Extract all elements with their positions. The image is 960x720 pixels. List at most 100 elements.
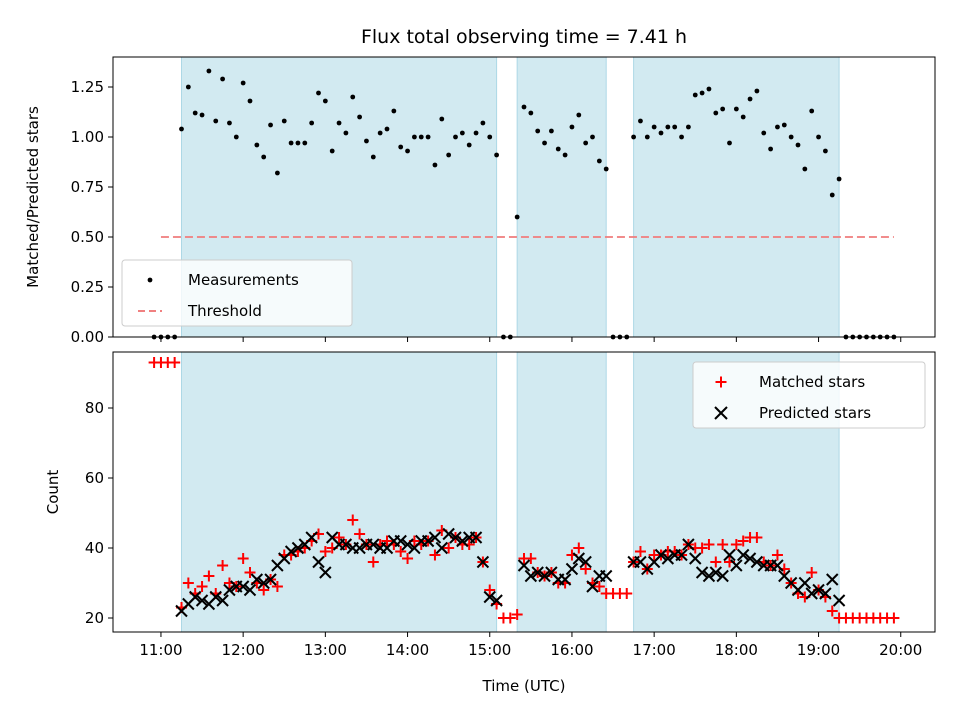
data-point	[281, 118, 287, 124]
data-point	[710, 556, 722, 568]
data-point	[312, 555, 325, 569]
data-point	[590, 134, 595, 140]
top-observing-interval	[633, 56, 840, 338]
data-point	[354, 528, 366, 540]
bottom-observing-interval	[516, 351, 607, 633]
data-point	[531, 566, 544, 579]
data-point	[805, 587, 818, 600]
data-point	[638, 118, 643, 124]
data-point	[195, 594, 209, 607]
data-point	[586, 580, 599, 593]
data-point	[405, 148, 410, 154]
chart-title: Flux total observing time = 7.41 h	[361, 26, 687, 48]
data-point	[480, 120, 486, 126]
data-point	[699, 90, 705, 96]
data-point	[439, 116, 445, 122]
data-point	[169, 357, 181, 368]
data-point	[596, 158, 602, 164]
data-point	[651, 124, 657, 130]
data-point	[682, 538, 695, 551]
data-point	[511, 609, 523, 620]
bottom-x-tick-label: 13:00	[304, 641, 347, 659]
data-point	[580, 563, 592, 575]
data-point	[743, 552, 757, 565]
data-point	[394, 534, 407, 548]
data-point	[675, 548, 688, 562]
data-point	[339, 538, 353, 551]
data-point	[823, 148, 828, 154]
data-point	[442, 527, 455, 541]
data-point	[258, 584, 270, 596]
data-point	[254, 142, 260, 148]
data-point	[826, 573, 839, 586]
data-point	[206, 68, 212, 74]
data-point	[268, 122, 273, 128]
data-point	[832, 594, 846, 607]
top-y-tick-label: 1.25	[71, 78, 104, 96]
legend-label: Predicted stars	[759, 404, 871, 422]
data-point	[469, 531, 483, 544]
data-point	[264, 573, 277, 586]
data-point	[236, 580, 250, 593]
data-point	[384, 126, 390, 132]
legend-marker	[715, 376, 727, 388]
data-point	[329, 148, 335, 154]
data-point	[730, 559, 743, 572]
data-point	[736, 548, 750, 562]
data-point	[665, 124, 671, 130]
data-point	[484, 584, 496, 596]
data-point	[555, 146, 561, 152]
data-point	[521, 104, 527, 110]
data-point	[227, 120, 232, 126]
bottom-x-tick-label: 15:00	[468, 641, 511, 659]
data-point	[603, 166, 609, 172]
data-point	[644, 134, 650, 140]
data-point	[209, 590, 222, 604]
data-point	[244, 567, 256, 578]
data-point	[223, 583, 236, 597]
top-y-axis-label: Matched/Predicted stars	[24, 106, 42, 288]
data-point	[717, 539, 729, 550]
data-point	[809, 108, 815, 114]
data-point	[316, 90, 321, 96]
data-point	[692, 92, 698, 98]
data-point	[456, 534, 469, 548]
data-point	[525, 553, 537, 564]
data-point	[679, 134, 684, 140]
bottom-legend: Matched stars Predicted stars	[692, 361, 926, 429]
data-point	[343, 130, 349, 136]
data-point	[347, 514, 359, 526]
data-point	[233, 134, 239, 140]
legend-label: Threshold	[187, 302, 262, 320]
bottom-y-tick-label: 80	[85, 399, 104, 417]
data-point	[733, 106, 739, 112]
data-point	[402, 553, 414, 564]
data-point	[716, 569, 729, 583]
data-point	[826, 605, 838, 617]
top-observing-interval	[516, 56, 607, 338]
data-point	[634, 546, 646, 557]
data-point	[672, 124, 678, 130]
data-point	[661, 552, 675, 565]
data-point	[217, 560, 229, 571]
data-point	[449, 531, 462, 544]
data-point	[573, 542, 585, 554]
data-point	[216, 594, 229, 607]
data-point	[421, 534, 435, 548]
data-point	[275, 170, 280, 176]
data-point	[182, 577, 194, 589]
data-point	[483, 590, 496, 604]
bottom-x-tick-label: 20:00	[879, 641, 922, 659]
data-point	[514, 214, 520, 220]
bottom-x-tick-label: 14:00	[386, 641, 429, 659]
data-point	[658, 130, 664, 136]
bottom-x-tick-label: 16:00	[550, 641, 593, 659]
data-point	[535, 128, 541, 134]
data-point	[730, 539, 742, 550]
data-point	[761, 130, 767, 136]
data-point	[243, 583, 257, 597]
data-point	[490, 594, 503, 607]
data-point	[771, 549, 783, 561]
data-point	[703, 539, 715, 550]
top-axes-frame	[112, 56, 936, 338]
